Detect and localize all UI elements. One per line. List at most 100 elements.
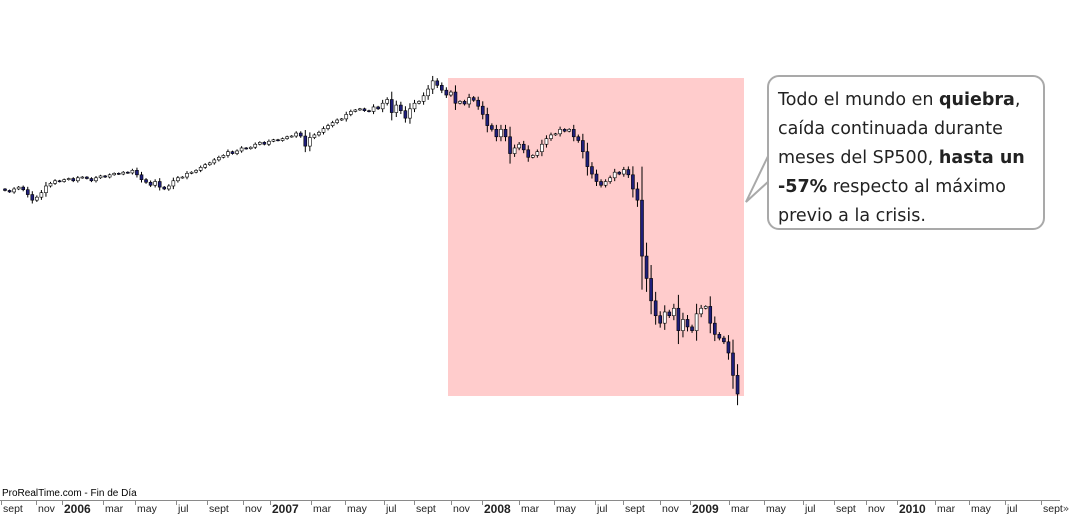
candle-body bbox=[690, 326, 694, 331]
candle-body bbox=[708, 306, 713, 324]
candle-body bbox=[731, 352, 735, 376]
candle-body bbox=[285, 136, 289, 139]
x-axis-tick bbox=[595, 500, 596, 505]
candle-body bbox=[253, 143, 258, 148]
candle-body bbox=[712, 322, 717, 335]
candle-body bbox=[25, 189, 30, 195]
candle-body bbox=[130, 170, 135, 174]
candle-body bbox=[171, 180, 176, 187]
x-axis-tick-label: may bbox=[347, 503, 367, 515]
candle-body bbox=[471, 97, 476, 101]
candle-body bbox=[617, 171, 622, 175]
candle-body bbox=[235, 150, 239, 154]
candle-body bbox=[276, 139, 280, 142]
candle-body bbox=[644, 255, 649, 279]
candle-body bbox=[203, 164, 207, 168]
candle-body bbox=[544, 138, 549, 145]
candle-body bbox=[353, 109, 358, 112]
x-axis-tick bbox=[519, 500, 520, 505]
candle-body bbox=[89, 178, 94, 182]
candle-body bbox=[312, 134, 317, 138]
candle-body bbox=[57, 180, 62, 183]
x-axis-tick bbox=[176, 500, 177, 505]
candle-body bbox=[621, 169, 626, 175]
x-axis-tick bbox=[660, 500, 661, 505]
candle-body bbox=[549, 134, 553, 139]
candle-body bbox=[62, 179, 66, 182]
candle-body bbox=[376, 106, 380, 110]
candle-body bbox=[48, 183, 53, 187]
candle-body bbox=[35, 196, 39, 201]
candle-body bbox=[726, 341, 731, 354]
x-axis-tick-label: may bbox=[766, 503, 786, 515]
candle-body bbox=[558, 129, 562, 135]
x-axis-tick-label: mar bbox=[521, 503, 540, 515]
candle-body bbox=[317, 132, 321, 136]
candle-body bbox=[212, 159, 217, 164]
candle-body bbox=[403, 110, 408, 119]
candle-body bbox=[426, 88, 430, 97]
candle-body bbox=[217, 156, 221, 161]
candle-body bbox=[267, 140, 271, 145]
candle-body bbox=[490, 125, 494, 130]
candle-body bbox=[430, 80, 435, 90]
x-axis-tick-label: sept bbox=[625, 503, 645, 515]
x-axis-tick-label: 2010 bbox=[899, 502, 926, 516]
scroll-right-button[interactable]: » bbox=[1062, 502, 1070, 515]
candle-body bbox=[167, 185, 171, 190]
candle-body bbox=[658, 315, 663, 324]
x-axis-tick bbox=[36, 500, 37, 505]
candle-body bbox=[139, 174, 144, 180]
x-axis-tick-label: 2008 bbox=[484, 502, 511, 516]
candle-body bbox=[7, 190, 12, 193]
candle-body bbox=[508, 136, 512, 154]
candle-body bbox=[530, 155, 535, 158]
candle-body bbox=[703, 306, 708, 309]
candle-body bbox=[631, 174, 635, 190]
candle-body bbox=[107, 174, 112, 178]
candle-body bbox=[699, 307, 703, 315]
candle-body bbox=[421, 95, 426, 102]
x-axis-tick bbox=[135, 500, 136, 505]
candle-body bbox=[681, 319, 685, 331]
x-axis-tick-label: jul bbox=[597, 503, 608, 515]
x-axis-tick bbox=[834, 500, 835, 505]
candle-body bbox=[662, 311, 667, 324]
candle-body bbox=[30, 194, 35, 201]
candle-body bbox=[298, 132, 303, 137]
x-axis-tick bbox=[103, 500, 104, 505]
candle-body bbox=[717, 334, 722, 339]
candle-body bbox=[289, 135, 294, 138]
candle-body bbox=[444, 89, 449, 96]
x-axis-tick bbox=[451, 500, 452, 505]
candle-body bbox=[562, 129, 567, 132]
candle-body bbox=[521, 143, 526, 151]
candle-body bbox=[185, 173, 189, 178]
candle-body bbox=[344, 114, 349, 120]
candle-body bbox=[512, 147, 517, 154]
price-candles bbox=[3, 75, 740, 406]
x-axis-tick-label: mar bbox=[937, 503, 956, 515]
candle-body bbox=[735, 375, 740, 395]
candle-body bbox=[44, 185, 48, 193]
candle-body bbox=[239, 147, 244, 152]
candle-body bbox=[226, 151, 230, 156]
candle-body bbox=[590, 166, 594, 175]
candle-body bbox=[408, 108, 412, 119]
candle-body bbox=[685, 319, 690, 328]
x-axis-tick bbox=[270, 500, 271, 505]
candle-body bbox=[180, 176, 185, 179]
candle-body bbox=[480, 105, 485, 115]
candle-body bbox=[603, 181, 608, 186]
x-axis-tick-label: 2009 bbox=[692, 502, 719, 516]
candle-body bbox=[449, 91, 453, 96]
candle-body bbox=[385, 99, 390, 104]
candle-body bbox=[126, 171, 130, 174]
candle-body bbox=[135, 170, 139, 176]
candle-body bbox=[417, 101, 421, 104]
candle-body bbox=[85, 176, 89, 179]
x-axis-tick-label: jul bbox=[386, 503, 397, 515]
candle-body bbox=[153, 181, 157, 186]
candle-body bbox=[453, 91, 458, 104]
x-axis-tick bbox=[935, 500, 936, 505]
